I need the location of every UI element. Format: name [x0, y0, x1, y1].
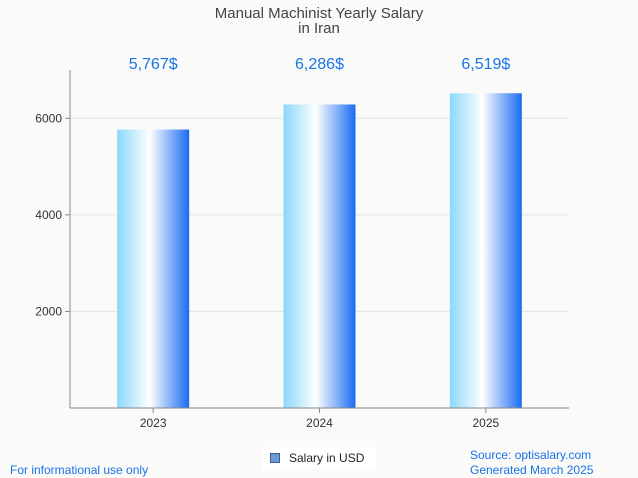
footer-source: Source: optisalary.com	[470, 448, 592, 462]
x-tick-label: 2023	[140, 416, 167, 430]
value-label: 6,519$	[461, 56, 510, 73]
bar	[283, 104, 356, 408]
footer-generated: Generated March 2025	[470, 463, 594, 477]
legend: Salary in USD	[262, 447, 376, 469]
value-label: 6,286$	[295, 56, 344, 73]
bar	[449, 93, 522, 408]
chart-title-line-2: in Iran	[298, 20, 340, 37]
y-tick-label: 4000	[35, 208, 62, 222]
legend-swatch	[270, 453, 280, 463]
footer-source-block: Source: optisalary.com Generated March 2…	[470, 448, 593, 478]
y-tick-label: 6000	[35, 111, 62, 125]
footer-disclaimer: For informational use only	[10, 463, 149, 477]
legend-label: Salary in USD	[289, 451, 365, 465]
x-tick-label: 2024	[306, 416, 333, 430]
bar	[117, 129, 190, 408]
value-label: 5,767$	[129, 56, 178, 73]
y-tick-label: 2000	[35, 304, 62, 318]
chart-title-line-1: Manual Machinist Yearly Salary	[215, 5, 424, 22]
x-tick-label: 2025	[472, 416, 499, 430]
